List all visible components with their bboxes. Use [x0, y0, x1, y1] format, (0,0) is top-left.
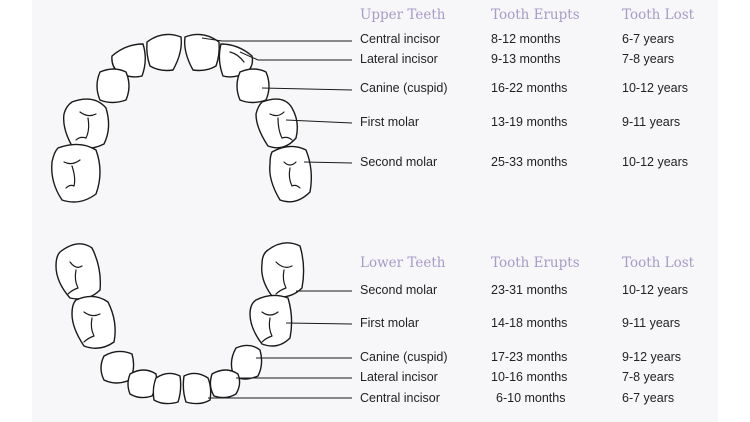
lower-left-central-incisor — [152, 372, 182, 405]
upper-left-second-molar — [51, 143, 101, 203]
upper-row-canine-lost: 10-12 years — [622, 81, 689, 95]
lower-row-lateral-incisor-erupts: 10-16 months — [491, 370, 568, 384]
upper-left-canine — [96, 68, 130, 104]
upper-right-first-molar — [255, 98, 299, 149]
leader-upper-central-incisor — [201, 37, 352, 42]
lower-erupts-header: Tooth Erupts — [491, 255, 580, 271]
leader-upper-lateral-incisor — [239, 51, 352, 61]
upper-arch — [51, 33, 313, 203]
lower-row-lateral-incisor-lost: 7-8 years — [622, 370, 675, 384]
lower-right-central-incisor — [182, 372, 212, 405]
lower-left-first-molar — [71, 295, 116, 349]
leader-upper-canine — [261, 87, 353, 91]
upper-row-canine-tooth: Canine (cuspid) — [360, 81, 448, 95]
upper-row-first-molar-lost: 9-11 years — [622, 115, 681, 129]
upper-row-central-incisor-erupts: 8-12 months — [491, 32, 561, 46]
upper-row-lateral-incisor-tooth: Lateral incisor — [360, 52, 438, 66]
lower-arch — [55, 242, 305, 405]
lower-row-canine-lost: 9-12 years — [622, 350, 682, 364]
upper-right-second-molar — [269, 145, 313, 203]
leader-upper-second-molar — [303, 161, 353, 164]
upper-row-first-molar-erupts: 13-19 months — [491, 115, 568, 129]
lower-row-first-molar-lost: 9-11 years — [622, 316, 681, 330]
lower-row-central-incisor-tooth: Central incisor — [360, 391, 440, 405]
lower-row-central-incisor-lost: 6-7 years — [622, 391, 675, 405]
upper-teeth-header: Upper Teeth — [360, 7, 446, 23]
lower-teeth-header: Lower Teeth — [360, 255, 446, 271]
lower-row-second-molar-tooth: Second molar — [360, 283, 438, 297]
lower-row-second-molar-lost: 10-12 years — [622, 283, 689, 297]
upper-right-canine — [236, 68, 270, 104]
lower-row-canine-tooth: Canine (cuspid) — [360, 350, 448, 364]
lower-right-second-molar — [261, 242, 305, 298]
upper-row-first-molar-tooth: First molar — [360, 115, 420, 129]
leader-lower-first-molar — [285, 322, 353, 325]
lower-row-canine-erupts: 17-23 months — [491, 350, 568, 364]
upper-row-second-molar-lost: 10-12 years — [622, 155, 689, 169]
upper-left-lateral-incisor — [111, 43, 146, 78]
upper-row-second-molar-erupts: 25-33 months — [491, 155, 568, 169]
upper-row-central-incisor-tooth: Central incisor — [360, 32, 440, 46]
upper-row-central-incisor-lost: 6-7 years — [622, 32, 675, 46]
lower-left-second-molar — [55, 243, 102, 300]
leader-upper-first-molar — [285, 119, 353, 124]
upper-left-first-molar — [62, 98, 110, 150]
lower-row-central-incisor-erupts: 6-10 months — [496, 391, 566, 405]
upper-erupts-header: Tooth Erupts — [491, 7, 580, 23]
lower-right-first-molar — [249, 294, 293, 347]
lower-right-canine — [230, 344, 263, 380]
upper-row-lateral-incisor-lost: 7-8 years — [622, 52, 675, 66]
lower-row-first-molar-erupts: 14-18 months — [491, 316, 568, 330]
upper-row-second-molar-tooth: Second molar — [360, 155, 438, 169]
chart-panel — [32, 0, 718, 422]
upper-left-central-incisor — [146, 33, 183, 72]
leader-lines — [201, 37, 353, 399]
lower-lost-header: Tooth Lost — [622, 255, 695, 271]
upper-right-central-incisor — [183, 33, 220, 72]
lower-left-lateral-incisor — [127, 369, 158, 399]
lower-right-lateral-incisor — [209, 369, 241, 399]
upper-row-lateral-incisor-erupts: 9-13 months — [491, 52, 561, 66]
upper-lost-header: Tooth Lost — [622, 7, 695, 23]
lower-row-second-molar-erupts: 23-31 months — [491, 283, 568, 297]
lower-row-lateral-incisor-tooth: Lateral incisor — [360, 370, 438, 384]
upper-row-canine-erupts: 16-22 months — [491, 81, 568, 95]
lower-row-first-molar-tooth: First molar — [360, 316, 420, 330]
